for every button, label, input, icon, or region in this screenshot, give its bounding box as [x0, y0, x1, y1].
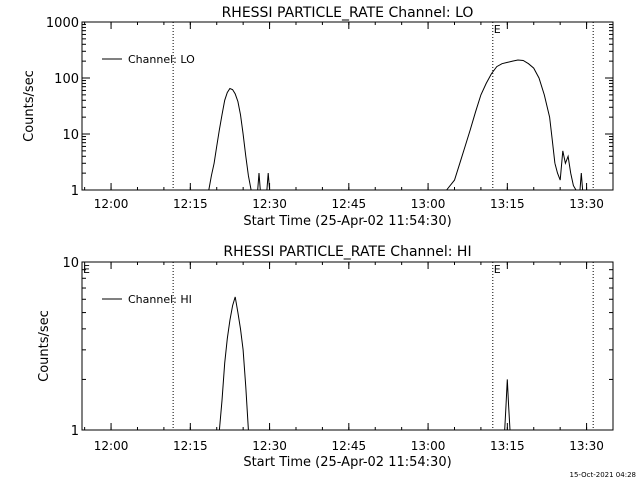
x-tick-label: 13:00: [411, 197, 446, 211]
x-tick-label: 12:15: [173, 439, 208, 453]
y-tick-label: 10: [62, 256, 79, 271]
plot-frame: [81, 21, 614, 191]
series-line: [208, 87, 257, 191]
x-tick-label: 12:00: [94, 197, 129, 211]
x-tick-label: 12:30: [252, 439, 287, 453]
series-line: [266, 173, 271, 191]
chart-title: RHESSI PARTICLE_RATE Channel: LO: [222, 5, 474, 21]
x-axis-label: Start Time (25-Apr-02 11:54:30): [243, 214, 451, 229]
y-tick-label: 100: [54, 72, 79, 87]
legend-label: Channel: HI: [128, 293, 192, 306]
x-tick-label: 12:15: [173, 197, 208, 211]
time-marker-label: E: [494, 23, 501, 36]
y-tick-label: 1000: [46, 16, 79, 31]
x-tick-label: 12:45: [332, 197, 367, 211]
series-line: [504, 379, 511, 431]
y-tick-label: 1: [71, 424, 79, 439]
y-axis-label: Counts/sec: [37, 310, 52, 382]
panel-hi: RHESSI PARTICLE_RATE Channel: HI 12:00 12:…: [37, 244, 614, 470]
panel-lo: RHESSI PARTICLE_RATE Channel: LO 12:00 12:…: [22, 5, 614, 229]
chart-title: RHESSI PARTICLE_RATE Channel: HI: [223, 244, 471, 260]
x-tick-label: 13:30: [569, 439, 604, 453]
x-tick-label: 13:30: [569, 197, 604, 211]
y-tick-label: 10: [62, 128, 79, 143]
x-tick-label: 12:00: [94, 439, 129, 453]
series-line: [446, 59, 556, 191]
time-marker-label: E: [83, 263, 90, 276]
series-line: [579, 173, 584, 191]
series-line: [554, 150, 577, 191]
y-tick-label: 1: [71, 184, 79, 199]
footer-timestamp: 15-Oct-2021 04:28: [569, 471, 636, 479]
x-axis-label: Start Time (25-Apr-02 11:54:30): [243, 455, 451, 470]
x-tick-label: 13:15: [490, 439, 525, 453]
y-axis-label: Counts/sec: [22, 70, 37, 142]
x-tick-label: 12:45: [332, 439, 367, 453]
series-line: [218, 296, 249, 431]
x-tick-label: 13:00: [411, 439, 446, 453]
x-tick-label: 12:30: [252, 197, 287, 211]
plot-frame: [81, 261, 614, 431]
series-line: [257, 173, 261, 191]
x-tick-label: 13:15: [490, 197, 525, 211]
time-marker-label: E: [494, 263, 501, 276]
legend-label: Channel: LO: [128, 53, 195, 66]
